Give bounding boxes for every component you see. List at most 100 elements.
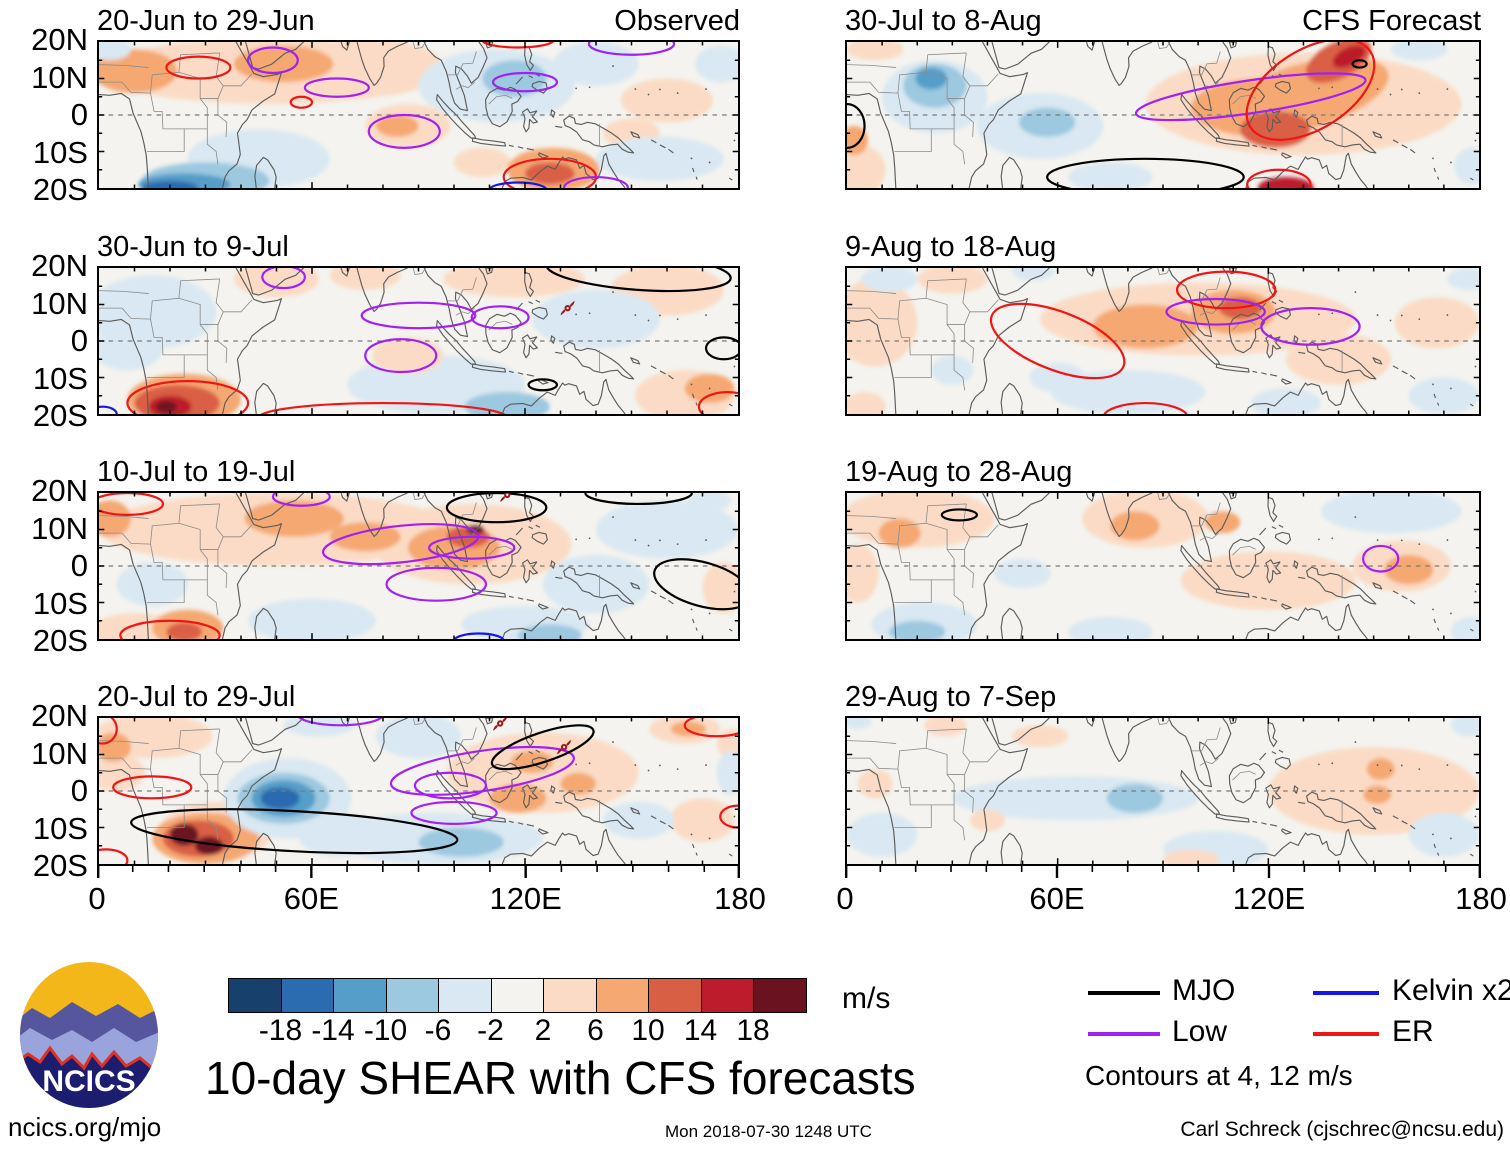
- colorbar-tick-label: 14: [683, 1014, 718, 1047]
- panel-title: 20-Jun to 29-Jun: [97, 5, 315, 37]
- map-canvas: [99, 268, 738, 414]
- panel-title-row: 30-Jun to 9-Jul: [97, 229, 740, 263]
- shading-blob: [375, 718, 462, 759]
- shading-blob: [847, 544, 879, 603]
- shading-blob: [878, 518, 921, 548]
- footer-credit: Carl Schreck (cjschrec@ncsu.edu): [1180, 1118, 1504, 1141]
- mjo-wave-contour: [942, 509, 977, 520]
- shading-blob: [553, 42, 639, 86]
- footer-timestamp: Mon 2018-07-30 1248 UTC: [665, 1122, 872, 1141]
- panel-title-row: 20-Jul to 29-Jul: [97, 679, 740, 713]
- shading-blob: [233, 268, 320, 298]
- panel-title: 19-Aug to 28-Aug: [845, 456, 1073, 488]
- x-axis-label: 120E: [489, 881, 562, 916]
- shading-blob: [1447, 268, 1479, 290]
- shading-blob: [372, 337, 444, 374]
- legend-line-er: [1313, 1032, 1379, 1036]
- x-axis-label: 0: [88, 881, 106, 916]
- colorbar: [228, 978, 807, 1013]
- map-panel: [845, 716, 1481, 866]
- shading-blob: [194, 836, 224, 855]
- low-wave-contour: [388, 738, 576, 804]
- shading-blob: [1394, 297, 1479, 349]
- footer-url: ncics.org/mjo: [8, 1112, 162, 1142]
- map-panel: [97, 491, 740, 641]
- shading-blob: [847, 42, 904, 61]
- y-axis-label: 10S: [32, 134, 88, 170]
- shading-blob: [1366, 758, 1395, 781]
- y-axis-label: 0: [70, 323, 88, 358]
- low-wave-contour: [429, 537, 514, 559]
- shading-blob: [443, 268, 586, 298]
- er-wave-contour: [1230, 42, 1390, 161]
- low-wave-contour: [411, 802, 496, 824]
- colorbar-tick-label: 10: [631, 1014, 665, 1047]
- shading-blob: [861, 268, 918, 292]
- shading-blob: [917, 268, 988, 294]
- legend-line-mjo: [1088, 991, 1160, 995]
- er-wave-contour: [1247, 170, 1310, 188]
- x-axis-strip: [845, 866, 1481, 878]
- legend-line-kelvin: [1313, 991, 1379, 995]
- shading-blob: [233, 45, 334, 83]
- mjo-wave-contour: [847, 104, 865, 148]
- shading-blob: [1408, 377, 1479, 414]
- low-wave-contour: [248, 47, 298, 73]
- x-axis-label: 180: [1455, 881, 1507, 916]
- shading-blob: [244, 500, 344, 537]
- colorbar-tick-label: -6: [424, 1014, 452, 1047]
- shading-blob: [670, 721, 707, 737]
- shading-blob: [620, 78, 714, 123]
- axis-ticks: [847, 42, 1479, 188]
- mjo-wave-contour: [130, 802, 458, 860]
- panel-title: 9-Aug to 18-Aug: [845, 231, 1057, 263]
- colorbar-cell: [386, 979, 439, 1012]
- shading-blob: [1285, 333, 1392, 385]
- mjo-wave-contour: [1353, 60, 1367, 67]
- x-axis-label: 0: [836, 881, 854, 916]
- shading-blob: [525, 162, 575, 185]
- panel-title: 30-Jul to 8-Aug: [845, 5, 1042, 37]
- shading-blobs: [847, 493, 1479, 639]
- shading-blob: [99, 326, 163, 371]
- shading-blob: [542, 555, 650, 614]
- y-axis-label: 0: [70, 773, 88, 808]
- shading-blob: [141, 180, 199, 188]
- y-axis-label: 20N: [31, 698, 88, 733]
- axis-ticks: [847, 493, 1479, 639]
- axis-ticks: [99, 718, 738, 864]
- axis-ticks: [847, 268, 1479, 414]
- axis-ticks: [99, 268, 738, 414]
- colorbar-units: m/s: [842, 982, 891, 1015]
- shading-blob: [847, 718, 872, 729]
- shading-blob: [418, 827, 504, 857]
- shading-blob: [375, 115, 419, 137]
- low-wave-contour: [321, 518, 480, 571]
- shading-blobs: [99, 493, 738, 639]
- shading-blob: [1454, 147, 1479, 185]
- y-axis-label: 10N: [31, 735, 88, 771]
- map-canvas: [99, 42, 738, 188]
- shading-blob: [560, 772, 596, 795]
- axis-ticks: [99, 42, 738, 188]
- x-axis-label: 120E: [1232, 881, 1306, 916]
- colorbar-tick-label: 6: [587, 1014, 604, 1047]
- shading-blob: [889, 620, 946, 639]
- map-panel: [97, 266, 740, 416]
- low-wave-contour: [262, 268, 305, 288]
- shading-blob: [1321, 493, 1462, 534]
- mjo-wave-contour: [585, 493, 692, 504]
- shading-blob: [1332, 45, 1366, 68]
- colorbar-tick-label: -18: [258, 1014, 303, 1047]
- er-wave-contour: [120, 621, 219, 639]
- colorbar-cell: [754, 979, 806, 1012]
- kelvin-wave-contour: [490, 183, 547, 188]
- shading-blob: [603, 801, 675, 839]
- map-canvas: [847, 42, 1479, 188]
- y-axis-label: 20S: [32, 172, 88, 207]
- ncics-logo: NCICS: [20, 962, 158, 1108]
- shading-blob: [1019, 107, 1076, 137]
- y-axis-label: 0: [70, 548, 88, 583]
- colorbar-cell: [229, 979, 282, 1012]
